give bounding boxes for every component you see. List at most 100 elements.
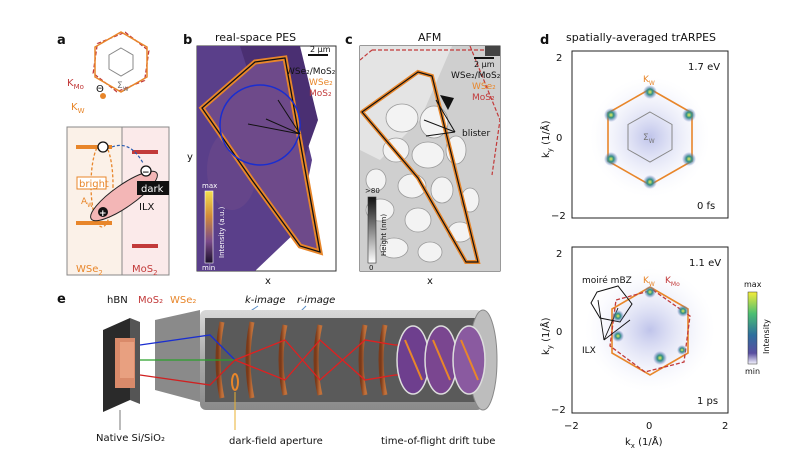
svg-text:AW: AW: [81, 197, 93, 209]
wse2-sub: 2: [98, 269, 102, 277]
svg-text:ΣW: ΣW: [117, 81, 129, 93]
svg-text:kx (1/Å): kx (1/Å): [625, 435, 663, 450]
panel-d-label: d: [540, 33, 549, 48]
top-kw-label: K: [643, 75, 650, 85]
svg-text:ΣW: ΣW: [643, 133, 655, 145]
pes-image: [197, 46, 324, 271]
bottom-ytick-m2: −2: [551, 405, 566, 416]
bottom-cbar-max: max: [744, 280, 762, 289]
svg-text:ky (1/Å): ky (1/Å): [539, 120, 554, 158]
bottom-ylabel-unit: (1/Å): [539, 317, 552, 345]
bottom-kmo-label: K: [665, 276, 672, 286]
bottom-xlabel-sub: x: [631, 442, 635, 450]
panel-e-label: e: [57, 292, 66, 307]
panel-b-legend-mos2: MoS₂: [309, 89, 332, 99]
top-kw-spots: [604, 85, 696, 189]
bottom-kw-label: K: [643, 276, 650, 286]
bottom-xlabel-unit: (1/Å): [635, 435, 663, 448]
pes-colorbar: [204, 190, 214, 264]
svg-text:KW: KW: [71, 102, 85, 115]
panel-c-legend-mos2: MoS₂: [472, 93, 495, 103]
top-sigma-sub: W: [649, 138, 655, 145]
panel-b-label: b: [183, 33, 192, 48]
afm-image: [360, 46, 500, 271]
mos2-label: MoS: [132, 264, 153, 275]
afm-colorbar: [367, 196, 377, 264]
arpes-top: 1.7 eV 0 fs KW ΣW 2 0 −2 ky (1/Å): [539, 50, 729, 222]
panel-c-cbar-top: >80: [365, 187, 380, 195]
panel-c-title: AFM: [418, 31, 441, 44]
svg-text:ky (1/Å): ky (1/Å): [539, 317, 554, 355]
bottom-ilx: ILX: [582, 346, 596, 356]
panel-c-label: c: [345, 33, 353, 48]
svg-text:KMo: KMo: [665, 276, 680, 288]
panel-a: a Θ KMo KW ΣW − + bright: [57, 31, 170, 277]
bottom-ylabel: k: [541, 349, 552, 355]
panel-c-legend-wse2: WSe₂: [472, 82, 496, 92]
panel-c-blister: blister: [462, 129, 490, 139]
sample-stage: [103, 318, 140, 412]
bottom-cbar-min: min: [745, 367, 760, 376]
panel-e-wse2: WSe₂: [170, 295, 196, 306]
aw-label: A: [81, 197, 88, 207]
panel-c-xlabel: x: [427, 276, 433, 287]
panel-a-label: a: [57, 33, 66, 48]
panel-e-kimage: k-image: [245, 295, 286, 306]
sigma-sub: W: [123, 86, 129, 93]
aperture-icon: [231, 373, 239, 391]
panel-e-rimage: r-image: [297, 295, 335, 306]
bottom-spots: [612, 286, 689, 365]
svg-text:WSe2: WSe2: [76, 264, 103, 277]
dark-label: dark: [141, 184, 164, 195]
panel-b: b real-space PES 2 μm WSe₂/MoS₂ WSe₂ MoS…: [183, 31, 337, 287]
aw-sub: W: [87, 202, 93, 209]
svg-text:KW: KW: [643, 276, 655, 288]
bottom-moire: moiré mBZ: [582, 275, 632, 286]
arpes-bottom: 1.1 eV 1 ps KW KMo moiré mBZ ILX max min…: [539, 246, 771, 450]
arpes-colorbar: [747, 291, 758, 365]
panel-e: e hBN MoS₂ WSe₂ k-image r-image: [57, 292, 498, 447]
bottom-kw-sub: W: [649, 281, 655, 288]
panel-b-scalebar: 2 μm: [310, 45, 331, 54]
panel-c-cbar-label: Height (nm): [380, 214, 388, 256]
theta-glyph: Θ: [96, 84, 104, 95]
panel-d: d spatially-averaged trARPES 1.7 eV 0 fs…: [539, 31, 771, 450]
sigma-label: Σ: [117, 81, 123, 91]
top-ylabel: k: [541, 152, 552, 158]
kmo-sub: Mo: [74, 83, 84, 91]
panel-e-mos2: MoS₂: [138, 295, 163, 306]
top-ytick-m2: −2: [551, 211, 566, 222]
panel-c: c AFM 2 μm: [345, 31, 501, 287]
tof-images: [396, 325, 486, 395]
top-time: 0 fs: [697, 201, 715, 212]
panel-c-legend-pair: WSe₂/MoS₂: [451, 71, 501, 81]
bottom-xtick-m2: −2: [564, 421, 579, 432]
panel-c-scalebar: 2 μm: [474, 60, 495, 69]
band-diagram: − + bright dark AW ILX WSe2 MoS2: [66, 126, 170, 277]
kw-label: K: [71, 102, 78, 113]
panel-d-title: spatially-averaged trARPES: [566, 31, 716, 44]
svg-text:MoS2: MoS2: [132, 264, 158, 277]
brillouin-zone-diagram: Θ KMo KW ΣW: [67, 31, 150, 115]
svg-text:KW: KW: [643, 75, 655, 87]
top-energy: 1.7 eV: [688, 62, 720, 73]
bottom-ytick-0: 0: [556, 327, 562, 338]
bottom-energy: 1.1 eV: [689, 258, 721, 269]
svg-text:KMo: KMo: [67, 78, 84, 91]
panel-b-legend-wse2: WSe₂: [309, 78, 333, 88]
bright-label: bright: [79, 179, 109, 190]
panel-e-hbn: hBN: [107, 295, 128, 306]
panel-b-cbar-max: max: [202, 182, 217, 190]
bottom-cbar-label: Intensity: [762, 319, 771, 354]
bottom-xtick-0: 0: [646, 421, 652, 432]
panel-b-ylabel: y: [187, 152, 193, 163]
bottom-xlabel: k: [625, 437, 631, 448]
bottom-ytick-2: 2: [556, 249, 562, 260]
mos2-sub: 2: [153, 269, 157, 277]
top-ytick-0: 0: [556, 133, 562, 144]
svg-text:−: −: [142, 168, 150, 178]
panel-b-title: real-space PES: [215, 31, 296, 44]
panel-b-legend-pair: WSe₂/MoS₂: [286, 67, 336, 77]
bottom-time: 1 ps: [697, 396, 718, 407]
